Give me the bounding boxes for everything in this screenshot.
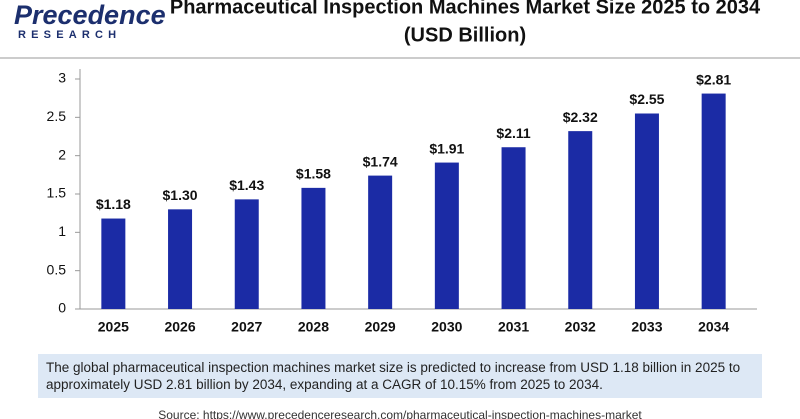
x-tick-label: 2028 (298, 319, 329, 335)
bar (234, 199, 259, 309)
value-label: $2.11 (496, 125, 530, 141)
value-label: $1.74 (363, 153, 398, 169)
chart-title: Pharmaceutical Inspection Machines Marke… (170, 0, 761, 18)
x-tick-label: 2032 (565, 319, 596, 335)
x-tick-label: 2029 (365, 319, 396, 335)
value-label: $1.30 (163, 187, 198, 203)
brand-name: Precedence (14, 0, 166, 30)
description: The global pharmaceutical inspection mac… (38, 354, 762, 398)
value-label: $2.81 (696, 71, 731, 87)
bar (568, 131, 593, 309)
bar (701, 93, 726, 309)
value-label: $2.32 (563, 109, 598, 125)
y-tick-label: 3 (58, 70, 66, 86)
bar (634, 113, 659, 309)
bar (434, 162, 459, 309)
x-tick-label: 2031 (498, 319, 529, 335)
x-tick-label: 2026 (164, 319, 195, 335)
chart: Precedence RESEARCH Pharmaceutical Inspe… (0, 0, 800, 335)
x-tick-label: 2027 (231, 319, 262, 335)
y-tick-label: 1.5 (47, 185, 67, 201)
x-tick-label: 2030 (431, 319, 462, 335)
bar (168, 209, 193, 309)
x-tick-label: 2034 (698, 319, 729, 335)
x-tick-label: 2033 (631, 319, 662, 335)
bar (101, 218, 126, 309)
y-tick-label: 2 (58, 146, 66, 162)
value-label: $2.55 (629, 91, 664, 107)
value-label: $1.91 (429, 140, 464, 156)
y-tick-label: 0 (58, 300, 66, 316)
y-tick-label: 2.5 (47, 108, 67, 124)
bar (368, 175, 393, 309)
bar (301, 187, 326, 309)
value-label: $1.43 (229, 177, 264, 193)
bar (501, 147, 526, 309)
y-tick-label: 1 (58, 223, 66, 239)
y-tick-label: 0.5 (47, 261, 67, 277)
source: Source: https://www.precedenceresearch.c… (158, 408, 642, 419)
value-label: $1.18 (96, 196, 131, 212)
brand-tagline: RESEARCH (18, 29, 121, 41)
x-tick-label: 2025 (98, 319, 129, 335)
chart-subtitle: (USD Billion) (404, 24, 526, 46)
value-label: $1.58 (296, 166, 331, 182)
